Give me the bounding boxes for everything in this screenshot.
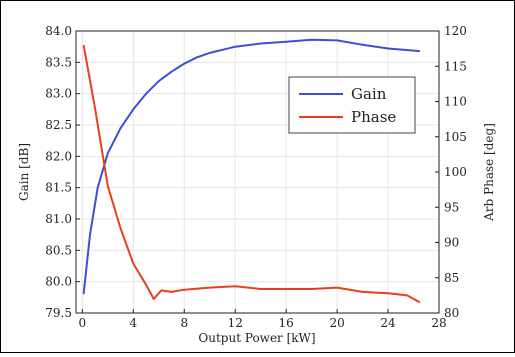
y-tick-label-left: 82.5: [45, 118, 72, 132]
y-tick-label-right: 80: [444, 306, 459, 320]
legend: Gain Phase: [288, 76, 416, 134]
x-axis-label: Output Power [kW]: [198, 331, 315, 345]
y-tick-label-right: 120: [444, 24, 467, 38]
legend-label-gain: Gain: [351, 85, 387, 103]
x-tick-label: 0: [79, 316, 87, 330]
y-tick-label-left: 80.5: [45, 243, 72, 257]
legend-label-phase: Phase: [351, 108, 396, 126]
chart-svg: 0 4 8 12 16 20 24 28 79.5 80.0 80.5 81.0 81.5 82.0 82…: [17, 24, 496, 345]
y-tick-label-right: 100: [444, 165, 467, 179]
y-tick-label-left: 82.0: [45, 149, 72, 163]
y-axis-label-left: Gain [dB]: [17, 143, 31, 201]
y-tick-label-right: 105: [444, 130, 467, 144]
y-tick-label-left: 81.0: [45, 212, 72, 226]
y-ticks-right: 80 85 90 95 100 105 110 115 120: [435, 24, 467, 320]
legend-box: [288, 76, 416, 134]
y-tick-label-right: 90: [444, 236, 459, 250]
y-tick-label-left: 84.0: [45, 24, 72, 38]
plot-background: [76, 31, 439, 313]
series-line-phase: [82, 44, 421, 304]
y-tick-label-left: 79.5: [45, 306, 72, 320]
x-tick-label: 4: [129, 316, 137, 330]
x-tick-label: 12: [228, 316, 243, 330]
x-tick-label: 24: [380, 316, 396, 330]
x-ticks: 0 4 8 12 16 20 24 28: [79, 309, 447, 330]
x-tick-label: 16: [279, 316, 294, 330]
x-tick-label: 8: [180, 316, 188, 330]
y-tick-label-left: 83.0: [45, 87, 72, 101]
series-group: [82, 38, 421, 304]
y-tick-label-left: 80.0: [45, 275, 72, 289]
y-tick-label-right: 85: [444, 271, 459, 285]
x-tick-label: 20: [329, 316, 344, 330]
y-tick-label-left: 83.5: [45, 55, 72, 69]
y-axis-label-right: Arb Phase [deg]: [482, 123, 496, 222]
y-tick-label-right: 110: [444, 95, 467, 109]
y-ticks-left: 79.5 80.0 80.5 81.0 81.5 82.0 82.5 83.0 83.5 84.0: [45, 24, 80, 320]
series-line-gain: [82, 38, 420, 295]
y-tick-label-right: 115: [444, 59, 467, 73]
y-tick-label-left: 81.5: [45, 181, 72, 195]
x-tick-label: 28: [431, 316, 446, 330]
y-tick-label-right: 95: [444, 200, 459, 214]
